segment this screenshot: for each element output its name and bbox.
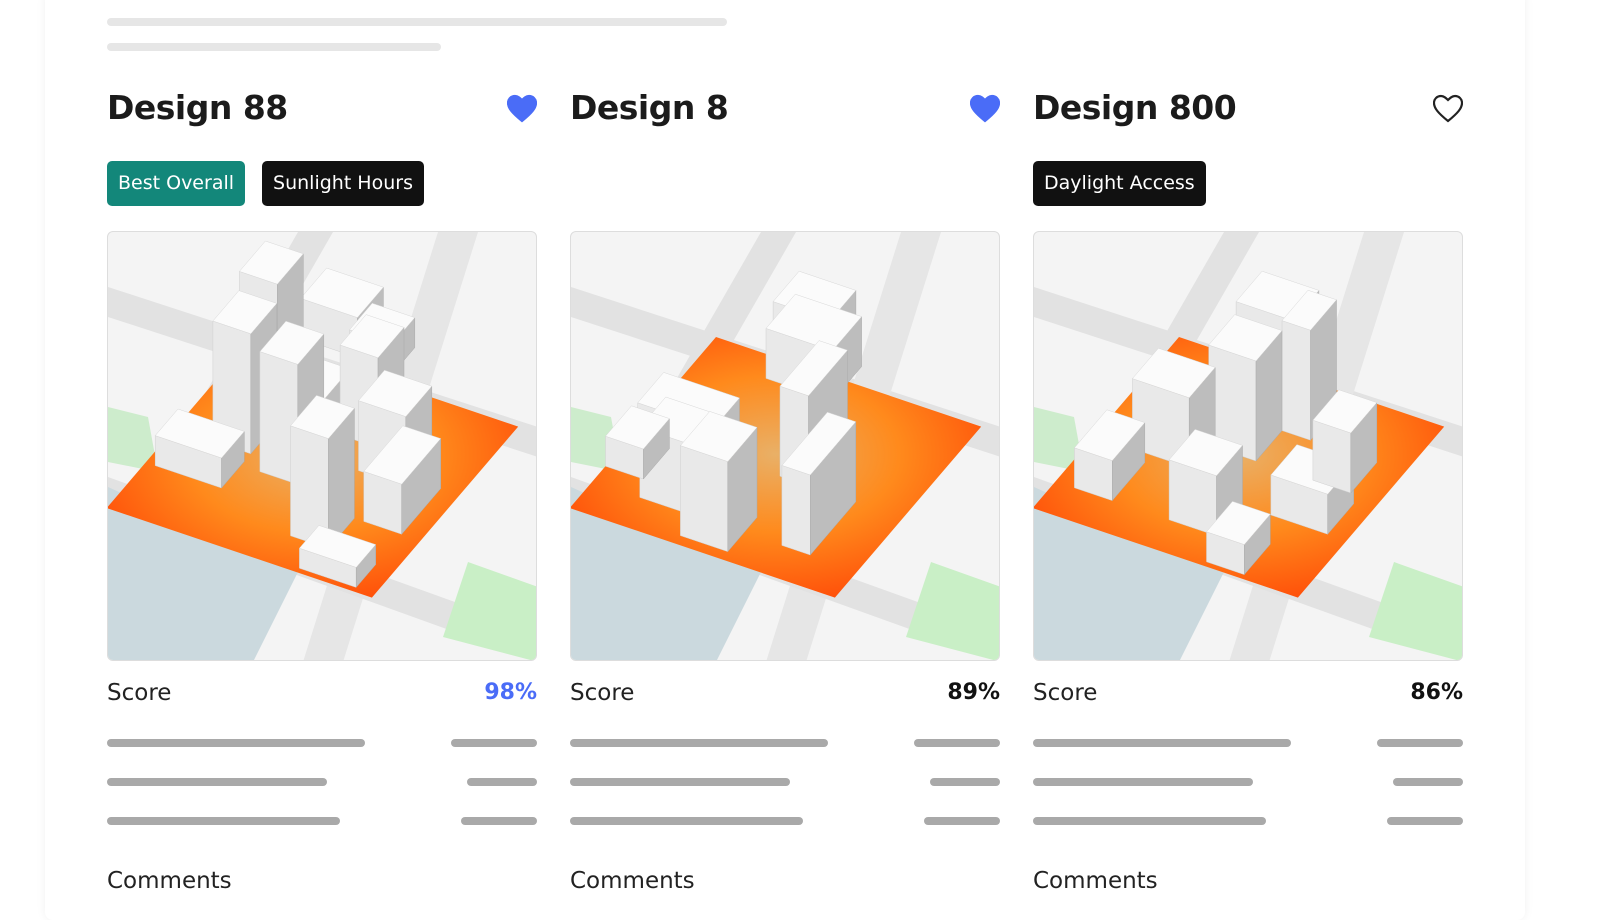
skeleton-line <box>467 778 537 786</box>
massing-model <box>108 232 536 660</box>
skeleton-line <box>461 817 537 825</box>
building-roof <box>363 425 442 485</box>
heart-outline-icon[interactable] <box>1433 94 1463 124</box>
comments-heading: Comments <box>1033 868 1158 894</box>
building-roof <box>779 340 848 397</box>
water <box>1034 487 1224 660</box>
building-roof <box>212 290 278 335</box>
design-preview-image[interactable] <box>1033 231 1463 661</box>
skeleton-line <box>570 817 803 825</box>
building-roof <box>238 240 304 285</box>
skeleton-line <box>107 817 340 825</box>
building-roof <box>1312 389 1378 434</box>
building-roof <box>300 267 384 318</box>
design-card: Design 800 Daylight Access Score 86% Com… <box>1033 0 1463 900</box>
building-roof <box>781 411 857 476</box>
building-roof <box>1206 501 1271 545</box>
skeleton-line <box>930 778 1000 786</box>
design-preview-image[interactable] <box>107 231 537 661</box>
design-preview-image[interactable] <box>570 231 1000 661</box>
comments-heading: Comments <box>570 868 695 894</box>
heart-filled-icon[interactable] <box>970 94 1000 124</box>
skeleton-line <box>107 739 365 747</box>
design-title: Design 800 <box>1033 88 1237 127</box>
tag-badge[interactable]: Sunlight Hours <box>262 161 424 206</box>
park <box>1369 562 1462 660</box>
building-face <box>1281 320 1311 441</box>
skeleton-line <box>1033 778 1253 786</box>
score-label: Score <box>107 680 172 706</box>
water <box>108 487 298 660</box>
skeleton-line <box>1377 739 1463 747</box>
design-title: Design 8 <box>570 88 729 127</box>
building-roof <box>1168 429 1243 477</box>
skeleton-line <box>1033 817 1266 825</box>
design-card: Design 88 Best Overall Sunlight Hours Sco… <box>107 0 537 900</box>
building-roof <box>605 405 670 450</box>
building-roof <box>1208 314 1283 362</box>
score-value: 98% <box>484 680 537 705</box>
design-card: Design 8 Score 89% Comments <box>570 0 1000 900</box>
score-value: 89% <box>947 680 1000 705</box>
building-roof <box>290 395 355 439</box>
score-label: Score <box>570 680 635 706</box>
massing-model <box>1034 232 1462 660</box>
comments-heading: Comments <box>107 868 232 894</box>
park <box>906 562 999 660</box>
tag-list: Best Overall Sunlight Hours <box>107 161 424 206</box>
building-roof <box>679 411 758 462</box>
tag-badge[interactable]: Best Overall <box>107 161 246 206</box>
skeleton-line <box>1387 817 1463 825</box>
design-title: Design 88 <box>107 88 288 127</box>
skeleton-line <box>107 18 727 26</box>
skeleton-line <box>914 739 1000 747</box>
park <box>108 407 158 472</box>
building-roof <box>339 314 405 359</box>
skeleton-line <box>570 739 828 747</box>
building-roof <box>1131 347 1216 399</box>
water <box>571 487 761 660</box>
building-roof <box>1073 409 1146 461</box>
tag-badge[interactable]: Daylight Access <box>1033 161 1206 206</box>
building-face <box>781 465 811 556</box>
massing-model <box>571 232 999 660</box>
building-roof <box>259 320 325 365</box>
building-roof <box>298 525 377 568</box>
building-face <box>680 445 729 552</box>
park <box>443 562 536 660</box>
skeleton-line <box>107 43 441 51</box>
score-value: 86% <box>1410 680 1463 705</box>
skeleton-line <box>451 739 537 747</box>
skeleton-line <box>1033 739 1291 747</box>
skeleton-line <box>924 817 1000 825</box>
skeleton-line <box>107 778 327 786</box>
building-roof <box>1281 289 1337 331</box>
heart-filled-icon[interactable] <box>507 94 537 124</box>
park <box>1034 407 1084 472</box>
skeleton-line <box>1393 778 1463 786</box>
building-roof <box>358 369 433 417</box>
building-roof <box>154 408 245 459</box>
tag-list: Daylight Access <box>1033 161 1206 206</box>
skeleton-line <box>570 778 790 786</box>
score-label: Score <box>1033 680 1098 706</box>
